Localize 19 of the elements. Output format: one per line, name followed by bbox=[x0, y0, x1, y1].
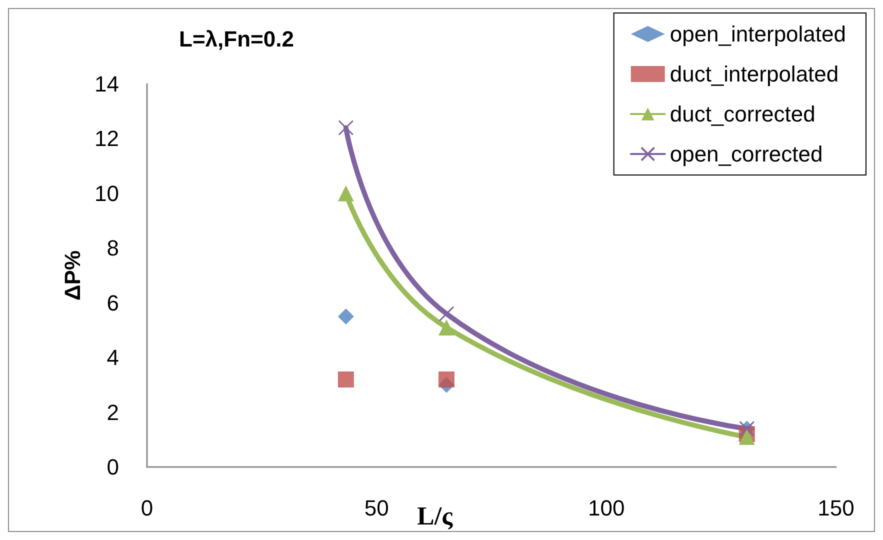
y-tick-label: 0 bbox=[106, 454, 119, 480]
y-axis-title: ΔP% bbox=[60, 250, 86, 301]
x-axis-title: L/ς bbox=[417, 502, 454, 530]
x-tick-label: 100 bbox=[588, 496, 625, 520]
y-tick-label: 4 bbox=[106, 345, 119, 370]
y-tick-label: 8 bbox=[106, 236, 119, 261]
chart-title: L=λ,Fn=0.2 bbox=[179, 26, 294, 52]
legend-label: open_corrected bbox=[670, 142, 823, 166]
y-tick-label: 2 bbox=[106, 400, 119, 425]
legend-label: duct_interpolated bbox=[670, 62, 839, 86]
y-tick-label: 12 bbox=[94, 126, 119, 152]
y-tick-label: 10 bbox=[94, 180, 119, 206]
legend-label: duct_corrected bbox=[670, 102, 816, 126]
x-tick-label: 150 bbox=[818, 496, 854, 520]
x-tick-label: 0 bbox=[140, 496, 154, 520]
y-tick-label: 6 bbox=[106, 290, 119, 316]
legend-label: open_interpolated bbox=[670, 22, 846, 46]
x-tick-label: 50 bbox=[364, 496, 389, 520]
y-tick-label: 14 bbox=[94, 72, 119, 96]
